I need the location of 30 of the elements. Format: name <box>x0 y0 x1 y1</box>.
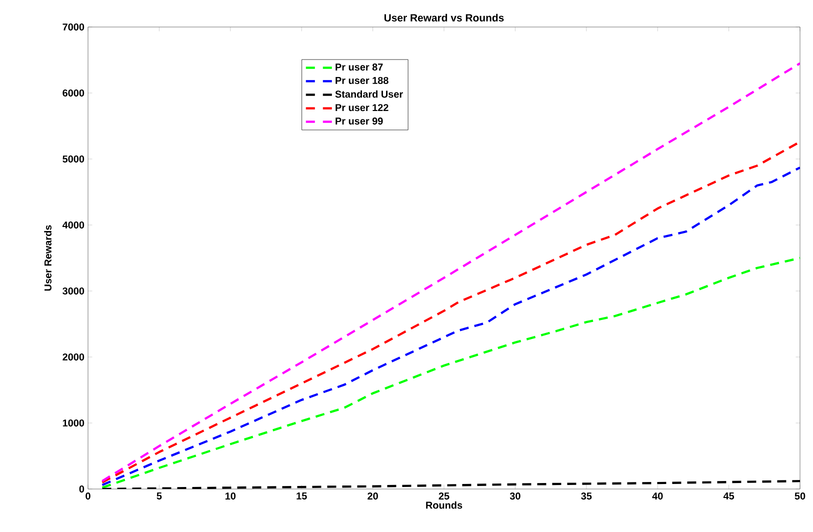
y-tick-label: 2000 <box>62 353 84 361</box>
y-tick-label: 1000 <box>62 419 84 427</box>
y-tick-label: 0 <box>79 485 84 493</box>
y-tick-label: 5000 <box>62 155 84 163</box>
y-axis-title: User Rewards <box>44 225 52 291</box>
legend-label: Pr user 188 <box>336 76 388 84</box>
x-tick-label: 10 <box>225 492 236 500</box>
legend-label: Pr user 87 <box>336 64 383 71</box>
y-tick-label: 3000 <box>62 287 84 295</box>
y-tick-label: 4000 <box>62 221 84 229</box>
line-series <box>101 62 800 482</box>
x-tick-label: 5 <box>156 492 162 500</box>
legend-label: Pr user 122 <box>336 104 388 112</box>
legend-label: Standard User <box>335 90 403 98</box>
x-tick-label: 20 <box>368 492 378 500</box>
x-tick-label: 15 <box>296 492 307 500</box>
x-tick-label: 50 <box>794 492 806 500</box>
line-series <box>101 480 800 489</box>
x-tick-label: 35 <box>581 492 592 500</box>
x-tick-label: 40 <box>652 492 663 500</box>
x-tick-label: 0 <box>86 492 90 500</box>
y-tick-label: 7000 <box>62 23 84 31</box>
x-axis-title: Rounds <box>426 501 462 509</box>
x-tick-label: 25 <box>438 492 450 500</box>
chart-title: User Reward vs Rounds <box>384 14 504 22</box>
x-tick-label: 30 <box>510 492 520 500</box>
legend-label: Pr user 99 <box>336 118 383 125</box>
line-series <box>101 256 800 489</box>
y-tick-label: 6000 <box>62 89 84 97</box>
x-tick-label: 45 <box>723 492 734 500</box>
